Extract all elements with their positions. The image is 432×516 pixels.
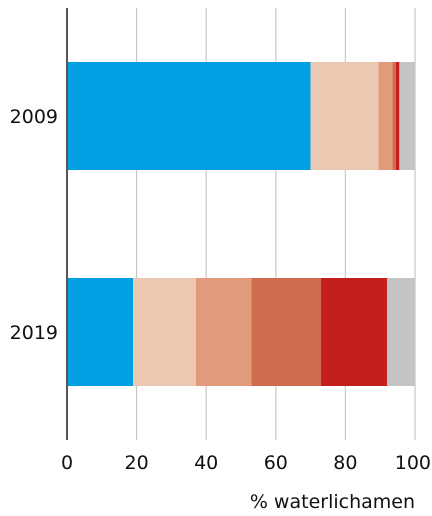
bar-segment-2019-3	[195, 278, 252, 386]
bar-segment-2009-1	[67, 62, 311, 170]
x-tick-label: 80	[333, 452, 357, 474]
bar-segment-2019-4	[251, 278, 322, 386]
bar-segment-2019-2	[133, 278, 196, 386]
category-labels: 2009 2019	[10, 106, 58, 344]
x-tick-label: 60	[264, 452, 288, 474]
bar-segment-2009-4	[392, 62, 396, 170]
bar-segment-2009-6	[399, 62, 415, 170]
x-tick-label: 20	[125, 452, 149, 474]
bar-segment-2019-5	[321, 278, 388, 386]
x-tick-label: 40	[194, 452, 218, 474]
bar-segment-2009-5	[395, 62, 400, 170]
x-tick-labels: 0 20 40 60 80 100	[61, 452, 431, 474]
category-label: 2009	[10, 106, 58, 128]
bars	[67, 62, 415, 386]
x-axis-title: % waterlichamen	[250, 491, 415, 513]
bar-segment-2019-6	[387, 278, 415, 386]
bar-segment-2019-1	[67, 278, 134, 386]
bar-segment-2009-3	[378, 62, 393, 170]
bar-segment-2009-2	[310, 62, 379, 170]
category-label: 2019	[10, 322, 58, 344]
x-tick-label: 0	[61, 452, 73, 474]
x-tick-label: 100	[395, 452, 431, 474]
